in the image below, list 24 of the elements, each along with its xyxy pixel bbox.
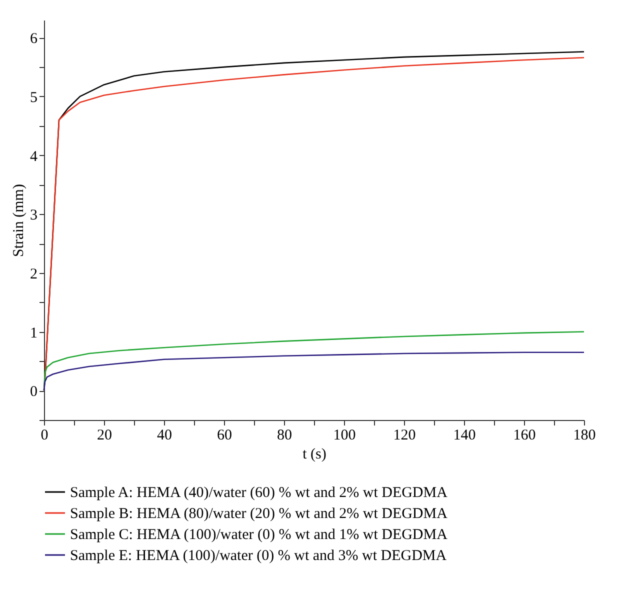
y-tick-label: 6	[30, 31, 38, 48]
y-tick-label: 4	[30, 148, 38, 165]
y-tick-label: 1	[30, 325, 38, 342]
x-tick-label: 180	[573, 428, 596, 444]
x-tick-label: 160	[513, 428, 536, 444]
x-tick-label: 80	[277, 428, 292, 444]
x-tick-label: 20	[97, 428, 112, 444]
legend-label: Sample A: HEMA (40)/water (60) % wt and 2% wt DEGDMA	[70, 485, 448, 501]
x-tick-label: 60	[217, 428, 232, 444]
x-tick-label: 120	[393, 428, 416, 444]
x-tick-label: 40	[157, 428, 172, 444]
y-tick-label: 2	[30, 266, 38, 282]
legend-label: Sample E: HEMA (100)/water (0) % wt and 3% wt DEGDMA	[70, 548, 447, 564]
x-tick-label: 0	[40, 428, 48, 444]
y-tick-label: 5	[30, 90, 38, 106]
legend-label: Sample C: HEMA (100)/water (0) % wt and 1% wt DEGDMA	[70, 527, 448, 543]
y-tick-label: 0	[30, 384, 38, 400]
x-axis-title: t (s)	[302, 446, 326, 462]
y-tick-label: 3	[30, 208, 38, 224]
legend-label: Sample B: HEMA (80)/water (20) % wt and 2% wt DEGDMA	[70, 506, 448, 522]
x-tick-label: 140	[453, 428, 476, 444]
x-tick-label: 100	[333, 428, 356, 444]
line-series	[43, 352, 585, 392]
y-axis-title: Strain (mm)	[11, 184, 27, 257]
